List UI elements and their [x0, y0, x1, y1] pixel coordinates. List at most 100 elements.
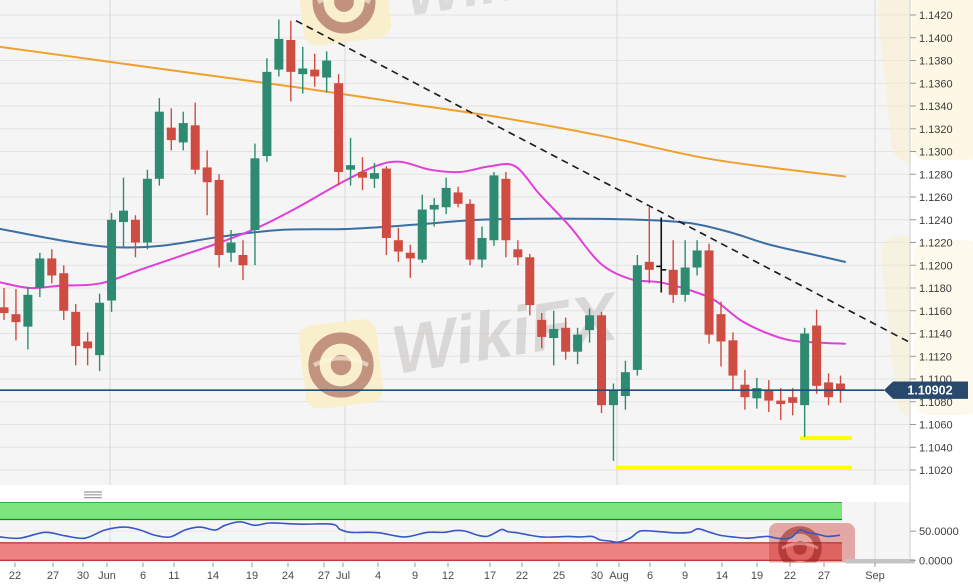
oscillator-axis-label: 50.0000	[919, 526, 959, 538]
candle	[513, 240, 523, 266]
candle	[178, 111, 188, 151]
bearish-candle-body	[776, 400, 786, 405]
candle	[262, 58, 272, 162]
candle	[83, 332, 93, 366]
bearish-candle-body	[716, 314, 726, 342]
candle	[59, 265, 69, 320]
candle	[776, 388, 786, 420]
oscillator-overbought-band	[0, 502, 842, 520]
candle	[561, 317, 571, 360]
bearish-candle-body	[393, 240, 403, 252]
bearish-candle-body	[561, 327, 571, 352]
price-axis-label: 1.1380	[919, 56, 953, 68]
price-axis-label: 1.1160	[919, 306, 952, 318]
candle	[573, 327, 583, 365]
time-axis-label: Sep	[865, 570, 885, 582]
bullish-candle-body	[322, 60, 332, 78]
candle	[346, 137, 356, 186]
price-badge-value: 1.10902	[907, 383, 952, 397]
candle	[286, 20, 296, 102]
candle	[453, 186, 463, 208]
price-axis-label: 1.1220	[919, 238, 953, 250]
wikifx-logo-emblem	[312, 0, 376, 34]
oscillator-pane	[0, 501, 855, 573]
wikifx-logo-emblem	[308, 332, 374, 398]
time-axis-label: 9	[412, 570, 418, 582]
price-axis-label: 1.1020	[919, 465, 953, 477]
time-axis-label: 4	[375, 570, 381, 582]
candle	[393, 227, 403, 262]
bullish-candle-body	[585, 315, 595, 331]
bullish-candle-body	[573, 334, 583, 352]
bullish-candle-body	[142, 178, 152, 243]
grid-lines	[0, 0, 910, 562]
bullish-candle-body	[226, 242, 236, 253]
time-axis-label: 27	[818, 570, 830, 582]
bearish-candle-body	[788, 397, 798, 403]
time-axis-label: Aug	[609, 570, 629, 582]
price-axis-label: 1.1120	[919, 351, 952, 363]
bearish-candle-body	[465, 203, 475, 260]
bullish-candle-body	[489, 175, 499, 241]
candle	[358, 157, 367, 191]
bullish-candle-body	[35, 258, 45, 288]
price-axis-label: 1.1320	[919, 124, 953, 136]
bearish-candle-body	[71, 311, 81, 347]
pane-resize-handle[interactable]	[84, 491, 102, 499]
time-axis-label: 25	[553, 570, 565, 582]
bearish-candle-body	[0, 307, 9, 314]
time-axis-label: 14	[716, 570, 728, 582]
bearish-candle-body	[704, 250, 714, 335]
time-axis-label: Jun	[98, 570, 116, 582]
bearish-candle-body	[513, 249, 523, 258]
bullish-candle-body	[262, 71, 272, 157]
candle	[154, 98, 164, 186]
price-axis-label: 1.1200	[919, 260, 953, 272]
candle	[250, 143, 260, 266]
price-axis-label: 1.1240	[919, 215, 953, 227]
candle	[310, 53, 320, 87]
candle	[226, 229, 236, 262]
price-axis-label: 1.1080	[919, 397, 953, 409]
bullish-candle-body	[692, 250, 702, 268]
time-axis-label: Jul	[336, 570, 350, 582]
price-axis-label: 1.1060	[919, 420, 953, 432]
time-axis-label: 19	[246, 570, 258, 582]
bearish-candle-body	[453, 192, 463, 204]
bearish-candle-body	[358, 171, 367, 178]
bearish-candle-body	[597, 315, 606, 406]
candle	[417, 194, 427, 263]
candle	[692, 240, 702, 276]
bearish-candle-body	[644, 261, 654, 270]
bearish-candle-body	[310, 69, 320, 77]
price-badge-shape	[884, 381, 968, 399]
candle	[95, 293, 105, 372]
bullish-candle-body	[417, 209, 427, 260]
candle	[608, 383, 618, 461]
candle	[812, 309, 822, 394]
bullish-candle-body	[549, 328, 559, 339]
candle	[728, 332, 738, 391]
candle	[788, 388, 798, 416]
time-axis-label: 6	[140, 570, 146, 582]
time-axis-label: 30	[77, 570, 89, 582]
bearish-candle-body	[166, 127, 176, 141]
price-axis-label: 1.1360	[919, 78, 953, 90]
candle	[11, 289, 21, 341]
bearish-candle-body	[238, 255, 248, 266]
bullish-candle-body	[274, 38, 284, 70]
bullish-candle-body	[800, 333, 810, 406]
scrollbar-thumb[interactable]	[845, 559, 915, 564]
candle	[238, 240, 248, 281]
pane-separator	[0, 485, 973, 502]
candle	[142, 169, 152, 250]
wikifx-logo-watermark	[914, 240, 973, 415]
candle	[465, 199, 475, 266]
bullish-candle-body	[346, 165, 356, 170]
bearish-candle-body	[47, 258, 57, 276]
candle	[716, 301, 726, 367]
candle	[202, 150, 212, 216]
candle	[668, 240, 678, 303]
price-axis-label: 1.1180	[919, 283, 952, 295]
candle	[334, 74, 344, 186]
